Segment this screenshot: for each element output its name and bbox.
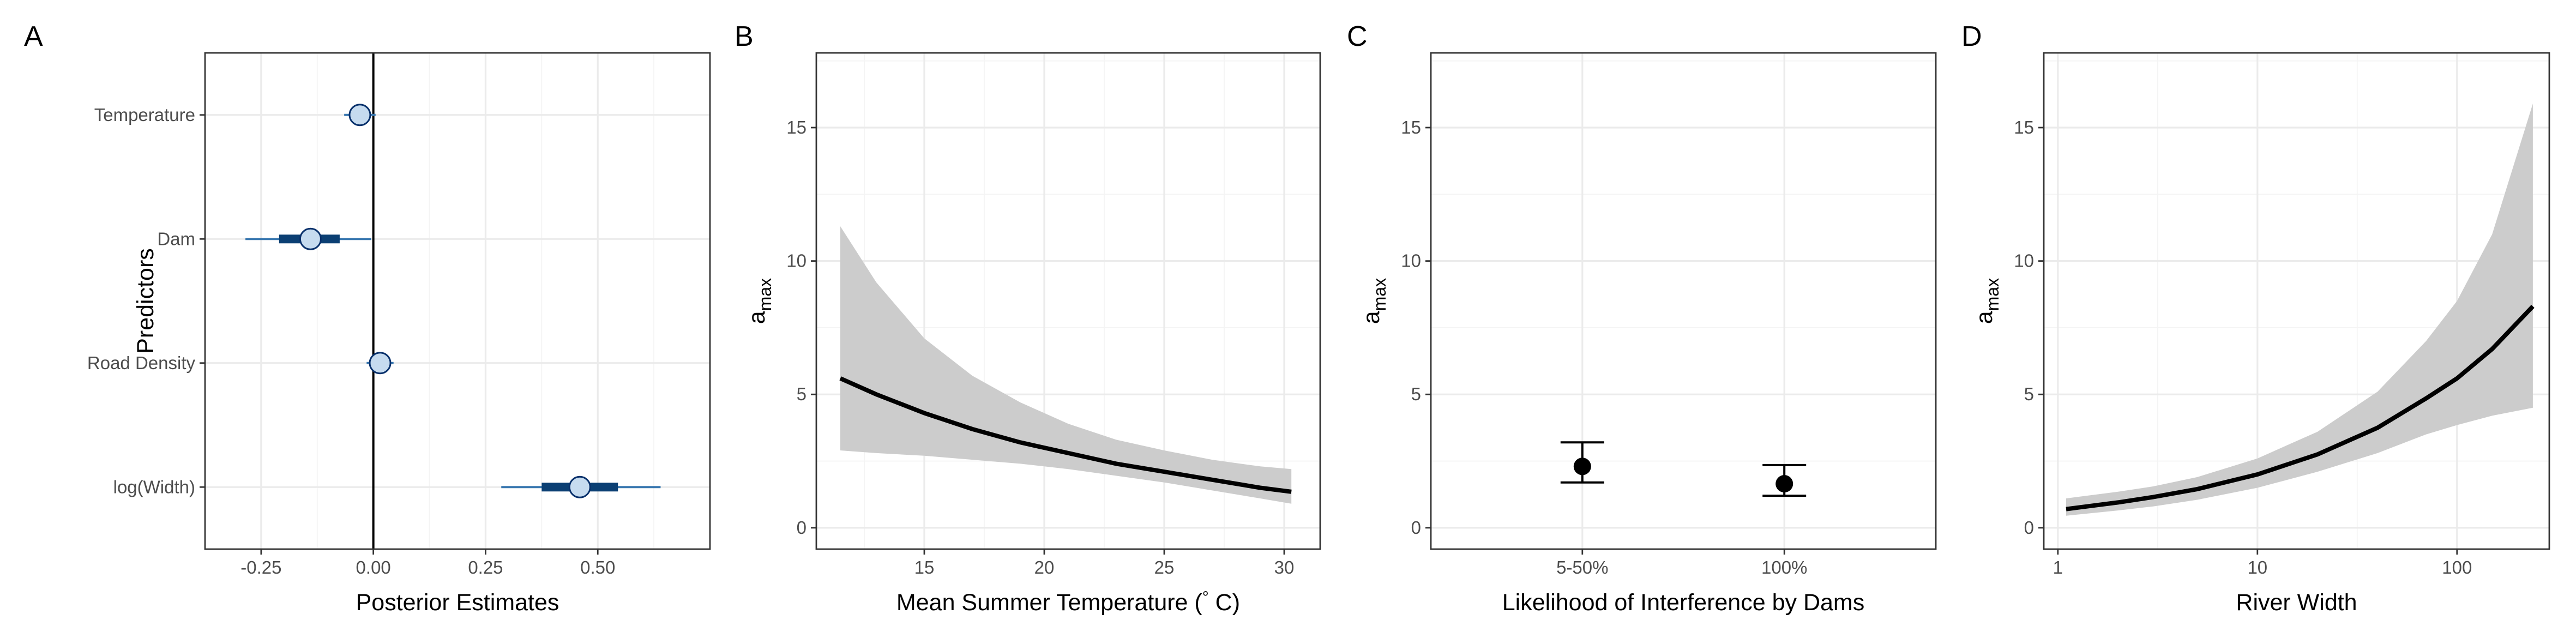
panel-c-ticks: 5-50% 100% 0 5 10 15 (1401, 117, 1807, 577)
panel-a-x-tick-label: 0.25 (468, 557, 503, 577)
panel-c-y-tick-label: 10 (1401, 251, 1421, 271)
panel-b-y-tick-label: 10 (786, 251, 806, 271)
panel-a-x-tick-label: 0.00 (356, 557, 391, 577)
panel-d-y-tick-label: 10 (2014, 251, 2034, 271)
panel-d-y-tick-label: 5 (2024, 384, 2034, 404)
panel-b-y-axis-title-sub: max (755, 278, 775, 311)
panel-d-y-axis-title-sub: max (1983, 278, 2002, 311)
panel-d-y-tick-label: 15 (2014, 117, 2034, 137)
fitted-curve (2066, 305, 2535, 511)
median-point (369, 352, 392, 375)
panel-c-y-axis-title: amax (1358, 278, 1389, 324)
panel-b-ticks: 15 20 25 30 0 5 10 15 (786, 117, 1294, 577)
panel-c-x-axis-title: Likelihood of Interference by Dams (1502, 589, 1864, 616)
estimate-point (1573, 458, 1591, 476)
predictor-label: Road Density (87, 353, 196, 373)
panel-d-x-axis-title: River Width (2236, 589, 2357, 616)
panel-tag-d: D (1961, 21, 1982, 52)
predictor-label: Temperature (94, 105, 195, 125)
panel-b-marks (839, 226, 1292, 504)
median-point (568, 476, 591, 498)
panel-a-x-axis-title: Posterior Estimates (356, 589, 559, 616)
panel-a-y-axis-title: Predictors (133, 248, 159, 354)
estimate-point (1775, 475, 1793, 493)
panel-d-y-tick-label: 0 (2024, 517, 2034, 538)
panel-a: A -0.25 0.00 0.25 0.50 Temperature Dam Road De… (24, 21, 711, 616)
panel-b-x-tick-label: 20 (1034, 557, 1055, 577)
panel-tag-a: A (24, 21, 43, 52)
panel-c-y-tick-label: 0 (1411, 517, 1421, 538)
panel-tag-b: B (735, 21, 754, 52)
panel-a-x-tick-label: -0.25 (240, 557, 281, 577)
panel-d-y-axis-title-main: a (1971, 311, 1997, 324)
fitted-curve (839, 376, 1292, 494)
panel-c-y-tick-label: 5 (1411, 384, 1421, 404)
panel-c-y-tick-label: 15 (1401, 117, 1421, 137)
panel-b-y-axis-title-main: a (744, 311, 770, 324)
panel-c-grid (1431, 53, 1936, 549)
panel-b-x-axis-title: Mean Summer Temperature (° C) (896, 588, 1240, 616)
panel-b-y-tick-label: 0 (797, 517, 806, 538)
credible-interval-band (840, 226, 1292, 504)
panel-d: D 1 10 100 0 5 10 15 River Width amax (1961, 21, 2550, 616)
panel-d-frame (2043, 52, 2550, 550)
panel-b-x-axis-title-main: Mean Summer Temperature ( (896, 589, 1202, 616)
panel-c: C 5-50% 100% 0 5 10 15 Likelihood of Interfer… (1347, 21, 1937, 616)
panel-a-marks (245, 53, 661, 549)
panel-c-frame (1430, 52, 1937, 550)
panel-d-x-tick-label: 100 (2442, 557, 2472, 577)
credible-interval-band (2066, 104, 2533, 516)
panel-b-frame (815, 52, 1321, 550)
panel-b: B 15 20 25 30 0 5 10 15 Mean Summer Temperature… (735, 21, 1321, 616)
predictor-label: log(Width) (113, 477, 195, 497)
panel-b-x-tick-label: 25 (1154, 557, 1175, 577)
panel-b-y-tick-label: 15 (786, 117, 806, 137)
panel-d-y-axis-title: amax (1971, 278, 2002, 324)
panel-b-x-tick-label: 30 (1274, 557, 1295, 577)
category-label: 5-50% (1556, 557, 1608, 577)
category-label: 100% (1761, 557, 1807, 577)
panel-tag-c: C (1347, 21, 1368, 52)
median-point (299, 227, 322, 250)
panel-b-y-tick-label: 5 (797, 384, 806, 404)
panel-d-ticks: 1 10 100 0 5 10 15 (2014, 117, 2472, 577)
panel-a-grid (204, 53, 710, 549)
panel-a-ticks: -0.25 0.00 0.25 0.50 Temperature Dam Road Dens… (87, 105, 615, 577)
panel-b-y-axis-title: amax (744, 278, 775, 324)
panel-b-x-axis-title-degree: ° (1202, 588, 1209, 606)
predictor-label: Dam (157, 228, 195, 249)
panel-b-x-axis-title-unit: C) (1209, 589, 1240, 616)
panel-d-x-tick-label: 10 (2247, 557, 2267, 577)
panel-d-x-tick-label: 1 (2053, 557, 2063, 577)
median-point (348, 104, 371, 127)
panel-a-x-tick-label: 0.50 (580, 557, 615, 577)
panel-c-y-axis-title-sub: max (1370, 278, 1389, 311)
panel-d-marks (2066, 104, 2535, 516)
panel-a-frame (204, 52, 711, 550)
panel-b-x-tick-label: 15 (914, 557, 935, 577)
panel-c-marks (1560, 441, 1807, 497)
panel-c-y-axis-title-main: a (1358, 311, 1385, 324)
